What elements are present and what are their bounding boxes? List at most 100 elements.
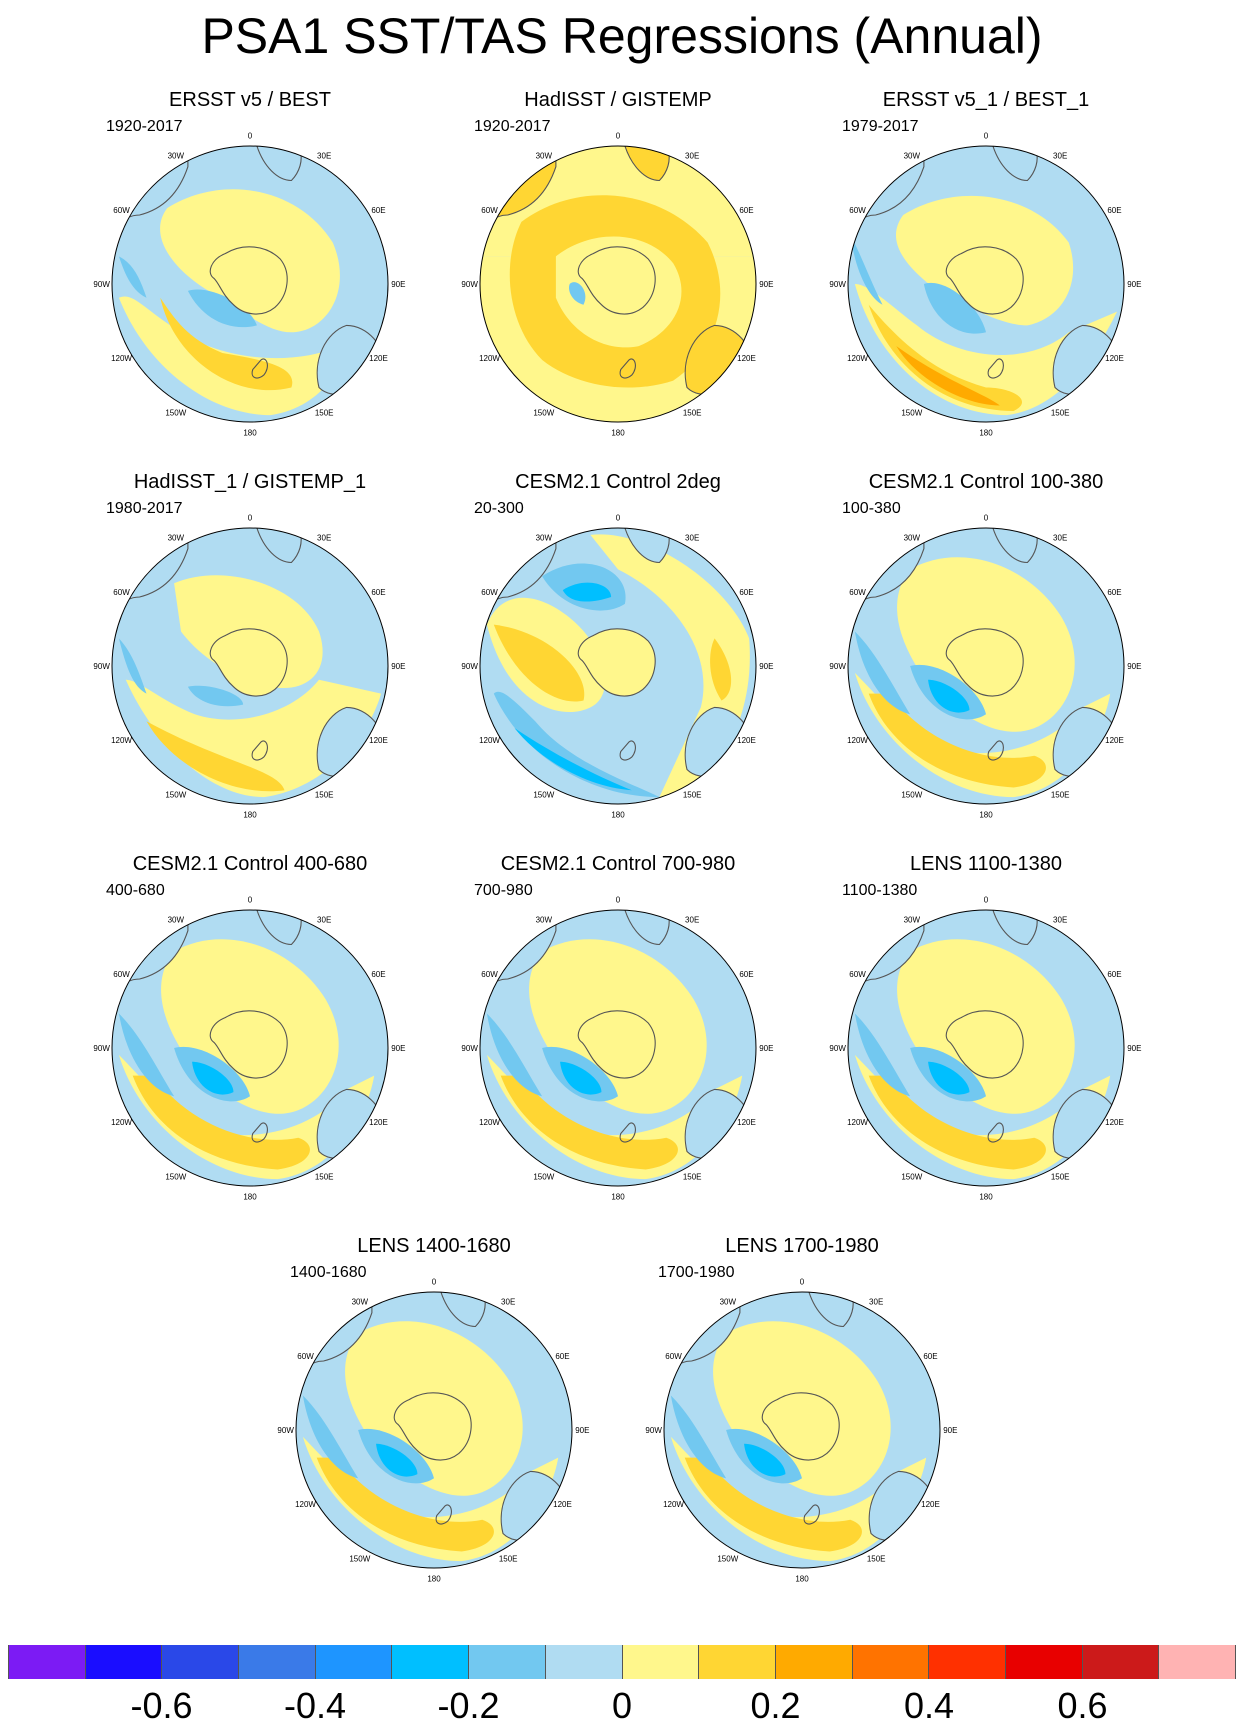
new-zealand [619, 358, 636, 379]
colorbar-box [1082, 1645, 1160, 1679]
lon-tick-label: 60E [739, 970, 753, 979]
lon-tick-label: 120E [369, 1118, 388, 1127]
lon-tick-label: 60W [481, 588, 498, 597]
colorbar-label: -0.6 [130, 1685, 193, 1726]
contour-region [160, 297, 293, 391]
lon-tick-label: 30W [168, 916, 185, 925]
contour-region [568, 282, 586, 305]
lon-tick-label: 30W [168, 534, 185, 543]
contour-region [187, 289, 257, 328]
lon-tick-label: 150E [867, 1554, 886, 1563]
lon-tick-label: 150W [901, 1172, 922, 1181]
map-border [847, 909, 1125, 1187]
lon-tick-label: 30E [317, 916, 331, 925]
map-border [847, 527, 1125, 805]
lon-tick-label: 180 [611, 810, 625, 819]
lon-tick-label: 30W [352, 1298, 369, 1307]
antarctica [945, 1010, 1024, 1079]
panel-period: 100-380 [842, 500, 901, 517]
colorbar-labels: -0.6 -0.4 -0.2 0 0.2 0.4 0.6 [8, 1686, 1236, 1726]
lon-tick-label: 180 [979, 1192, 993, 1201]
lon-tick-label: 60E [1107, 588, 1121, 597]
panel-period: 1979-2017 [842, 118, 919, 135]
contour-region [500, 1075, 678, 1170]
new-zealand [987, 1122, 1004, 1143]
lon-tick-label: 60W [113, 206, 130, 215]
polar-map: 0 30E 60E 90E 120E 150E 180 150W 120W 90W 60W 30W [93, 896, 405, 1202]
lon-tick-label: 0 [248, 896, 253, 905]
new-zealand [251, 1122, 268, 1143]
colorbar-box [929, 1645, 1006, 1679]
contour-region [118, 1013, 175, 1097]
lon-tick-label: 30E [501, 1298, 515, 1307]
colorbar-label: 0.6 [1057, 1685, 1108, 1726]
lon-tick-label: 60E [371, 588, 385, 597]
lon-tick-label: 120W [479, 1118, 500, 1127]
contour-region [928, 679, 970, 713]
contour-region [132, 1075, 310, 1170]
lon-tick-label: 180 [243, 810, 257, 819]
lon-tick-label: 90E [759, 1044, 773, 1053]
lon-tick-label: 150E [1051, 1172, 1070, 1181]
lon-tick-label: 120W [847, 736, 868, 745]
lon-tick-label: 120E [369, 736, 388, 745]
lon-tick-label: 90W [829, 280, 846, 289]
lon-tick-label: 120W [479, 354, 500, 363]
panel-title: CESM2.1 Control 700-980 [500, 853, 736, 875]
antarctica [209, 1010, 288, 1079]
map-panel: ERSST v5_1 / BEST_1 1979-2017 0 30E 60E 90E 12… [826, 88, 1146, 448]
lon-tick-label: 150W [349, 1554, 370, 1563]
contour-region [118, 256, 147, 298]
map-panel: ERSST v5 / BEST 1920-2017 0 30E 60E 90E 120E 15… [90, 88, 410, 448]
lon-tick-label: 150W [901, 790, 922, 799]
map-border [111, 145, 389, 423]
contour-region [923, 282, 986, 334]
lon-tick-label: 0 [616, 514, 621, 523]
colorbar-box [622, 1645, 700, 1679]
lon-tick-label: 90W [93, 1044, 110, 1053]
lon-tick-label: 0 [616, 132, 621, 141]
lon-tick-label: 120E [737, 354, 756, 363]
lon-tick-label: 0 [432, 1278, 437, 1287]
polar-map: 0 30E 60E 90E 120E 150E 180 150W 120W 90W 60W 30W [829, 132, 1141, 438]
contour-region [146, 721, 285, 792]
contour-region [493, 691, 660, 798]
lon-tick-label: 180 [243, 428, 257, 437]
lon-tick-label: 150W [165, 408, 186, 417]
contour-region [854, 1013, 911, 1097]
lon-tick-label: 180 [979, 428, 993, 437]
lon-tick-label: 120E [369, 354, 388, 363]
contour-region [928, 1061, 970, 1095]
lon-tick-label: 60E [555, 1352, 569, 1361]
lon-tick-label: 150E [683, 790, 702, 799]
lon-tick-label: 90E [1127, 1044, 1141, 1053]
lon-tick-label: 30W [904, 152, 921, 161]
lon-tick-label: 30W [536, 916, 553, 925]
panel-title: CESM2.1 Control 100-380 [868, 471, 1104, 493]
lon-tick-label: 150E [315, 1172, 334, 1181]
panel-period: 1920-2017 [106, 118, 183, 135]
contour-region [562, 582, 612, 602]
polar-map: 0 30E 60E 90E 120E 150E 180 150W 120W 90W 60W 30W [461, 514, 773, 820]
lon-tick-label: 120E [1105, 1118, 1124, 1127]
lon-tick-label: 30E [1053, 152, 1067, 161]
lon-tick-label: 60E [923, 1352, 937, 1361]
contour-region [896, 346, 1000, 406]
lon-tick-label: 180 [611, 1192, 625, 1201]
lon-tick-label: 180 [611, 428, 625, 437]
lon-tick-label: 30W [904, 534, 921, 543]
map-panel: CESM2.1 Control 400-680 400-680 0 30E 60E 90E… [90, 852, 410, 1212]
lon-tick-label: 60E [739, 588, 753, 597]
colorbar-label: -0.2 [437, 1685, 500, 1726]
contour-region [486, 1013, 543, 1097]
lon-tick-label: 30W [536, 152, 553, 161]
antarctica [761, 1392, 840, 1461]
panel-title: LENS 1100-1380 [910, 853, 1062, 875]
lon-tick-label: 120W [295, 1500, 316, 1509]
lon-tick-label: 90E [391, 662, 405, 671]
polar-map: 0 30E 60E 90E 120E 150E 180 150W 120W 90W 60W 30W [829, 514, 1141, 820]
lon-tick-label: 150W [165, 790, 186, 799]
lon-tick-label: 0 [800, 1278, 805, 1287]
antarctica [945, 628, 1024, 697]
panel-title: CESM2.1 Control 400-680 [132, 853, 368, 875]
